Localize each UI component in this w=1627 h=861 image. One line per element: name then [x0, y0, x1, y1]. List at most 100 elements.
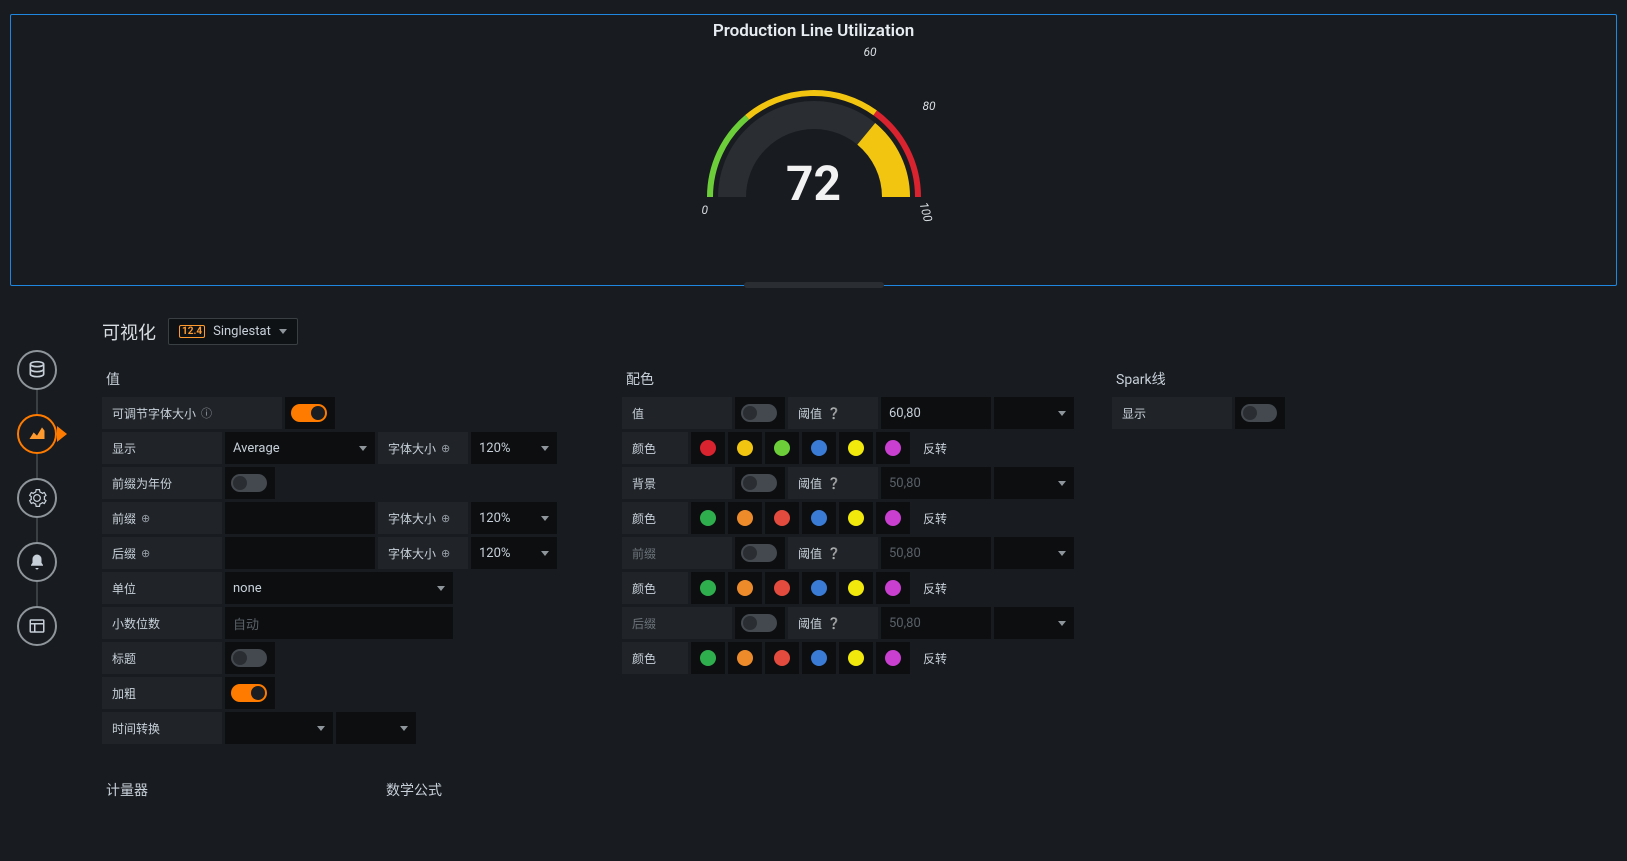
select-threshold-unit-3[interactable]	[994, 537, 1074, 569]
select-time-convert-2[interactable]	[336, 712, 416, 744]
select-threshold-unit-2[interactable]	[994, 467, 1074, 499]
label-unit: 单位	[102, 572, 222, 604]
nav-queries-icon[interactable]	[17, 350, 57, 390]
color-swatch[interactable]	[765, 572, 799, 604]
reverse-1[interactable]: 反转	[919, 440, 947, 457]
select-stat[interactable]: Average	[225, 432, 375, 464]
label-title: 标题	[102, 642, 222, 674]
gauge-tick-80: 80	[923, 99, 936, 113]
value-column: 值 可调节字体大小 ⓘ 显示 Average 字体大小⊕ 120%	[102, 359, 592, 808]
color-swatch[interactable]	[691, 432, 725, 464]
config-area: 可视化 12.4 Singlestat 值 可调节字体大小 ⓘ 显示 Avera…	[88, 308, 1615, 861]
select-time-convert-1[interactable]	[225, 712, 333, 744]
color-swatch[interactable]	[802, 572, 836, 604]
panel-resize-handle[interactable]	[744, 282, 884, 288]
color-swatch[interactable]	[802, 502, 836, 534]
color-swatch[interactable]	[839, 642, 873, 674]
color-swatch[interactable]	[876, 432, 910, 464]
row-colors-prefix: 颜色 反转	[622, 572, 1082, 604]
label-suffix: 后缀⊕	[102, 537, 222, 569]
reverse-3[interactable]: 反转	[919, 580, 947, 597]
label-font-size-1: 字体大小⊕	[378, 432, 468, 464]
color-swatch[interactable]	[728, 642, 762, 674]
label-color-suffix: 后缀	[622, 607, 732, 639]
color-swatch[interactable]	[765, 642, 799, 674]
visualization-picker[interactable]: 12.4 Singlestat	[168, 318, 298, 345]
gauge-panel: Production Line Utilization 72 0 60 80 1…	[10, 14, 1617, 286]
input-decimals[interactable]: 自动	[225, 607, 453, 639]
color-swatch[interactable]	[691, 642, 725, 674]
globe-icon: ⊕	[441, 512, 450, 525]
label-show: 显示	[102, 432, 222, 464]
toggle-bold[interactable]	[225, 677, 275, 709]
reverse-4[interactable]: 反转	[919, 650, 947, 667]
globe-icon: ⊕	[441, 547, 450, 560]
color-swatch[interactable]	[839, 502, 873, 534]
color-swatch[interactable]	[728, 572, 762, 604]
color-swatch[interactable]	[728, 502, 762, 534]
toggle-title[interactable]	[225, 642, 275, 674]
toggle-color-suffix[interactable]	[735, 607, 785, 639]
select-threshold-unit-4[interactable]	[994, 607, 1074, 639]
label-font-size-3: 字体大小⊕	[378, 537, 468, 569]
input-threshold-value[interactable]: 60,80	[881, 397, 991, 429]
color-swatch[interactable]	[765, 502, 799, 534]
chevron-down-icon	[279, 329, 287, 334]
gauge-tick-0: 0	[702, 203, 709, 217]
gauge-chart: 72 0 60 80 100	[674, 47, 954, 247]
input-threshold-suffix[interactable]: 50,80	[881, 607, 991, 639]
row-colors-bg: 颜色 反转	[622, 502, 1082, 534]
toggle-color-background[interactable]	[735, 467, 785, 499]
color-swatch[interactable]	[691, 502, 725, 534]
input-threshold-bg[interactable]: 50,80	[881, 467, 991, 499]
color-swatch[interactable]	[802, 642, 836, 674]
help-icon: ❔	[827, 477, 841, 490]
input-threshold-prefix[interactable]: 50,80	[881, 537, 991, 569]
section-color-title: 配色	[622, 359, 1082, 397]
nav-visualization-icon[interactable]	[17, 414, 57, 454]
section-value-title: 值	[102, 359, 592, 397]
toggle-color-prefix[interactable]	[735, 537, 785, 569]
label-bold: 加粗	[102, 677, 222, 709]
label-colors-1: 颜色	[622, 432, 688, 464]
label-prefix: 前缀⊕	[102, 502, 222, 534]
visualization-name: Singlestat	[213, 324, 271, 339]
reverse-2[interactable]: 反转	[919, 510, 947, 527]
visualization-label: 可视化	[102, 319, 156, 345]
panel-title: Production Line Utilization	[713, 21, 914, 41]
label-color-value: 值	[622, 397, 732, 429]
nav-alert-icon[interactable]	[17, 542, 57, 582]
color-swatch[interactable]	[876, 572, 910, 604]
color-swatch[interactable]	[876, 502, 910, 534]
section-spark-title: Spark线	[1112, 359, 1412, 397]
select-suffix-font-size[interactable]: 120%	[471, 537, 557, 569]
label-time-convert: 时间转换	[102, 712, 222, 744]
label-prefix-year: 前缀为年份	[102, 467, 222, 499]
toggle-color-value[interactable]	[735, 397, 785, 429]
toggle-adjustable-font[interactable]	[285, 397, 335, 429]
color-swatch[interactable]	[802, 432, 836, 464]
nav-panel-json-icon[interactable]	[17, 606, 57, 646]
label-colors-3: 颜色	[622, 572, 688, 604]
select-value-font-size[interactable]: 120%	[471, 432, 557, 464]
color-swatch[interactable]	[691, 572, 725, 604]
color-swatch[interactable]	[765, 432, 799, 464]
section-formula-title: 数学公式	[382, 770, 446, 808]
section-gauge-title: 计量器	[102, 770, 152, 808]
toggle-spark-show[interactable]	[1235, 397, 1285, 429]
color-swatch[interactable]	[839, 432, 873, 464]
color-swatch[interactable]	[876, 642, 910, 674]
info-icon[interactable]: ⓘ	[201, 405, 212, 421]
label-font-size-2: 字体大小⊕	[378, 502, 468, 534]
color-swatch[interactable]	[839, 572, 873, 604]
row-colors-value: 颜色 反转	[622, 432, 1082, 464]
globe-icon: ⊕	[441, 442, 450, 455]
select-unit[interactable]: none	[225, 572, 453, 604]
select-prefix-font-size[interactable]: 120%	[471, 502, 557, 534]
input-suffix[interactable]	[225, 537, 375, 569]
select-threshold-unit-1[interactable]	[994, 397, 1074, 429]
input-prefix[interactable]	[225, 502, 375, 534]
toggle-prefix-year[interactable]	[225, 467, 275, 499]
color-swatch[interactable]	[728, 432, 762, 464]
nav-general-settings-icon[interactable]	[17, 478, 57, 518]
